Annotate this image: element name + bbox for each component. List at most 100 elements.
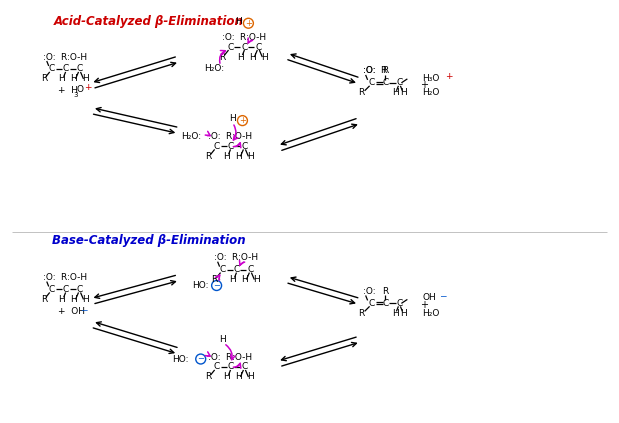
- Text: R: R: [240, 33, 246, 41]
- Text: H: H: [392, 88, 399, 97]
- Text: O: O: [76, 85, 83, 94]
- Text: H: H: [247, 372, 254, 382]
- Text: :O-H: :O-H: [238, 253, 259, 262]
- Text: C: C: [241, 142, 248, 151]
- Text: H: H: [82, 74, 89, 83]
- Text: R: R: [358, 309, 365, 318]
- Text: −: −: [80, 305, 87, 314]
- Text: R: R: [220, 52, 226, 61]
- Text: :O:: :O:: [363, 66, 376, 75]
- Text: H: H: [253, 275, 260, 284]
- Text: H₂O:: H₂O:: [204, 64, 225, 74]
- Text: R: R: [41, 295, 47, 304]
- Text: +  H: + H: [58, 86, 77, 95]
- Text: :O-H: :O-H: [67, 52, 88, 61]
- Text: C: C: [76, 64, 83, 74]
- Text: −: −: [439, 291, 447, 300]
- Text: H: H: [235, 372, 242, 382]
- Text: H: H: [70, 74, 77, 83]
- Text: C: C: [63, 285, 69, 294]
- Text: C: C: [368, 78, 374, 88]
- Text: R: R: [232, 253, 238, 262]
- Text: H: H: [229, 114, 236, 123]
- Text: R: R: [381, 66, 387, 75]
- Text: H: H: [241, 275, 248, 284]
- Text: H: H: [82, 295, 89, 304]
- Text: C: C: [255, 43, 261, 52]
- Text: +: +: [445, 72, 453, 81]
- Text: R: R: [225, 132, 232, 141]
- Text: OH: OH: [422, 293, 436, 302]
- Text: H: H: [249, 52, 256, 61]
- Text: H: H: [70, 295, 77, 304]
- Text: H₂O:: H₂O:: [181, 132, 201, 141]
- Text: +  OH: + OH: [58, 307, 85, 316]
- Text: H: H: [247, 152, 254, 161]
- Text: H: H: [229, 275, 236, 284]
- Text: C: C: [214, 363, 220, 371]
- Text: R: R: [383, 66, 389, 75]
- Text: H: H: [400, 88, 407, 97]
- Text: C: C: [383, 78, 389, 88]
- Text: H₂O: H₂O: [423, 88, 440, 97]
- Text: C: C: [396, 78, 402, 88]
- Text: C: C: [247, 265, 254, 274]
- Text: R: R: [212, 275, 218, 284]
- Text: :O-H: :O-H: [232, 132, 253, 141]
- Text: R: R: [358, 88, 365, 97]
- Text: H: H: [400, 309, 407, 318]
- Text: H: H: [58, 295, 65, 304]
- Text: C: C: [48, 64, 55, 74]
- Text: C: C: [227, 43, 233, 52]
- Text: :O-H: :O-H: [232, 352, 253, 362]
- Text: Base-Catalyzed β-Elimination: Base-Catalyzed β-Elimination: [52, 234, 246, 247]
- Text: C: C: [48, 285, 55, 294]
- Text: :O:: :O:: [209, 352, 221, 362]
- Text: :O:: :O:: [214, 253, 227, 262]
- Text: R: R: [41, 74, 47, 83]
- Text: +: +: [245, 19, 252, 28]
- Text: H: H: [235, 152, 242, 161]
- Text: H: H: [235, 17, 242, 26]
- Text: +: +: [420, 300, 428, 310]
- Text: H: H: [219, 335, 226, 343]
- Text: R: R: [206, 152, 212, 161]
- Text: :O-H: :O-H: [67, 273, 88, 282]
- Text: −: −: [197, 354, 204, 363]
- Text: R: R: [206, 372, 212, 382]
- Text: R: R: [61, 52, 67, 61]
- Text: C: C: [241, 363, 248, 371]
- Text: H: H: [223, 372, 230, 382]
- Text: :O:: :O:: [209, 132, 221, 141]
- Text: +: +: [420, 80, 428, 90]
- Text: :O:: :O:: [363, 66, 376, 75]
- Text: H₃O: H₃O: [423, 74, 440, 83]
- Text: C: C: [396, 299, 402, 308]
- Text: R: R: [225, 352, 232, 362]
- Text: :O:: :O:: [222, 33, 235, 41]
- Text: :O-H: :O-H: [246, 33, 266, 41]
- Text: C: C: [241, 43, 248, 52]
- Text: H: H: [237, 52, 244, 61]
- Text: R: R: [61, 273, 67, 282]
- Text: Acid-Catalyzed β-Elimination: Acid-Catalyzed β-Elimination: [54, 15, 244, 28]
- Text: HO:: HO:: [173, 354, 189, 363]
- Text: H: H: [261, 52, 267, 61]
- Text: C: C: [368, 299, 374, 308]
- Text: C: C: [63, 64, 69, 74]
- Text: :O:: :O:: [43, 273, 56, 282]
- Text: C: C: [214, 142, 220, 151]
- Text: HO:: HO:: [193, 281, 209, 290]
- Text: C: C: [233, 265, 240, 274]
- Text: H: H: [392, 309, 399, 318]
- Text: 3: 3: [73, 92, 78, 98]
- Text: C: C: [383, 299, 389, 308]
- Text: +: +: [84, 83, 91, 92]
- Text: R: R: [383, 287, 389, 296]
- Text: :O:: :O:: [43, 52, 56, 61]
- Text: H: H: [223, 152, 230, 161]
- Text: C: C: [76, 285, 83, 294]
- Text: H₂O: H₂O: [423, 309, 440, 318]
- Text: C: C: [227, 142, 233, 151]
- Text: +: +: [239, 116, 246, 125]
